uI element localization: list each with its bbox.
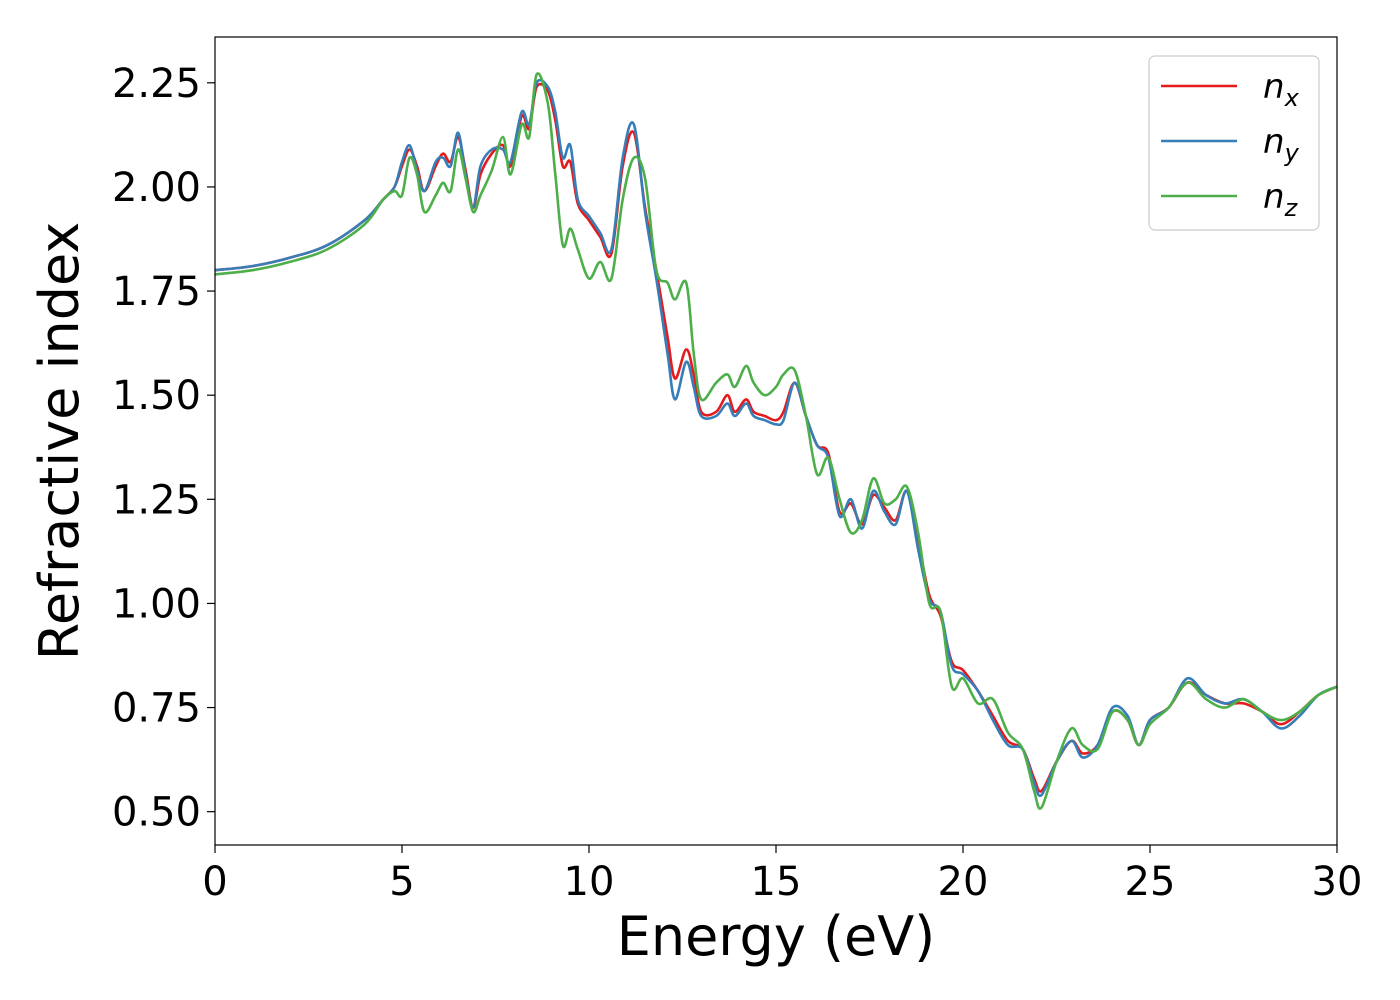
x-tick-label: 15 bbox=[751, 859, 802, 905]
legend-label-n-x: nx bbox=[1263, 67, 1300, 112]
y-tick-label: 0.75 bbox=[112, 686, 201, 732]
y-tick-label: 1.00 bbox=[112, 581, 201, 627]
x-tick-label: 10 bbox=[564, 859, 615, 905]
x-axis: 0 5 10 15 20 25 30 bbox=[202, 845, 1362, 905]
x-tick-label: 30 bbox=[1312, 859, 1363, 905]
x-tick-label: 25 bbox=[1125, 859, 1176, 905]
y-tick-label: 0.50 bbox=[112, 790, 201, 836]
series-line-n-z bbox=[214, 72, 1338, 810]
x-tick-label: 20 bbox=[938, 859, 989, 905]
y-tick-label: 1.25 bbox=[112, 477, 201, 523]
series-layer bbox=[214, 72, 1338, 810]
legend-label-n-y: ny bbox=[1263, 122, 1300, 167]
y-tick-label: 2.00 bbox=[112, 165, 201, 211]
legend-label-n-z: nz bbox=[1263, 177, 1299, 222]
y-axis: 0.50 0.75 1.00 1.25 1.50 1.75 2.00 2.25 bbox=[112, 61, 215, 836]
y-tick-label: 1.75 bbox=[112, 269, 201, 315]
x-tick-label: 5 bbox=[389, 859, 414, 905]
x-axis-title: Energy (eV) bbox=[617, 905, 936, 968]
y-tick-label: 2.25 bbox=[112, 61, 201, 107]
legend: nx ny nz bbox=[1148, 55, 1320, 231]
y-axis-title: Refractive index bbox=[28, 222, 91, 661]
legend-box bbox=[1148, 55, 1320, 231]
x-tick-label: 0 bbox=[202, 859, 227, 905]
y-tick-label: 1.50 bbox=[112, 373, 201, 419]
